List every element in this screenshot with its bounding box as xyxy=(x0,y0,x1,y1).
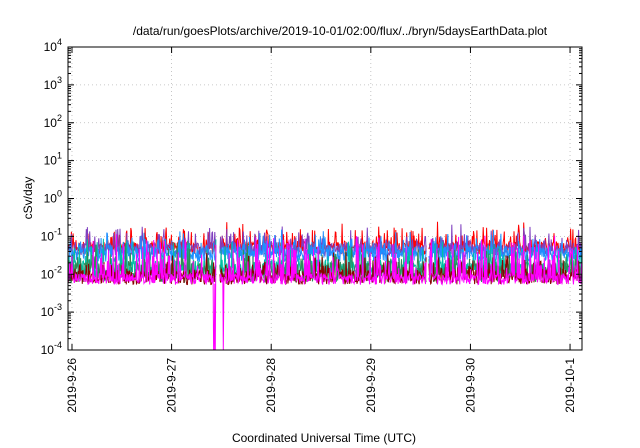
x-tick-labels: 2019-9-26 2019-9-27 2019-9-28 2019-9-29 2019… xyxy=(65,47,577,413)
chart-title: /data/run/goesPlots/archive/2019-10-01/0… xyxy=(133,24,548,38)
x-tick-label: 2019-9-26 xyxy=(65,358,79,413)
y-tick-label: 101 xyxy=(44,151,62,168)
y-axis-label: cSv/day xyxy=(21,177,35,220)
y-tick-labels: 10-4 10-3 10-2 10-1 100 101 102 103 104 xyxy=(41,37,582,357)
y-tick-label: 10-3 xyxy=(41,302,62,319)
series-line xyxy=(67,234,583,351)
x-axis-label: Coordinated Universal Time (UTC) xyxy=(232,431,416,445)
y-tick-label: 100 xyxy=(44,189,62,206)
x-tick-label: 2019-9-28 xyxy=(264,358,278,413)
series-layer xyxy=(67,221,583,351)
y-tick-label: 10-4 xyxy=(41,340,62,357)
y-tick-label: 104 xyxy=(44,37,62,54)
grid-layer xyxy=(68,47,582,350)
y-tick-label: 10-1 xyxy=(41,226,62,243)
y-tick-label: 10-2 xyxy=(41,264,62,281)
y-tick-label: 103 xyxy=(44,75,62,92)
y-tick-label: 102 xyxy=(44,113,62,130)
x-tick-label: 2019-10-1 xyxy=(563,358,577,413)
x-tick-label: 2019-9-29 xyxy=(364,358,378,413)
x-tick-label: 2019-9-30 xyxy=(463,358,477,413)
x-tick-label: 2019-9-27 xyxy=(165,358,179,413)
